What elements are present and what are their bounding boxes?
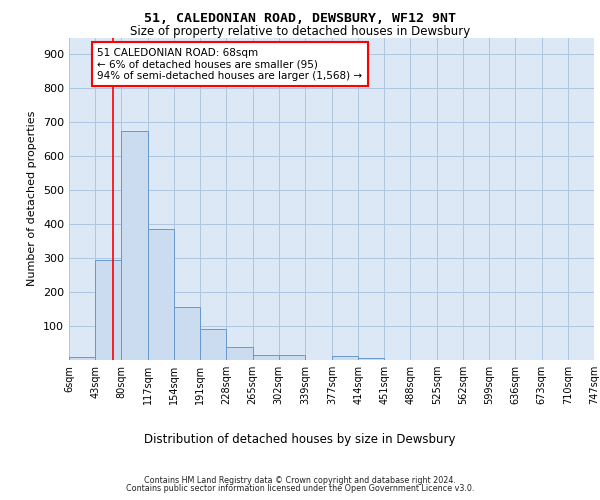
Bar <box>253 355 279 360</box>
Bar <box>358 358 384 360</box>
Text: Contains HM Land Registry data © Crown copyright and database right 2024.: Contains HM Land Registry data © Crown c… <box>144 476 456 485</box>
Text: 51 CALEDONIAN ROAD: 68sqm
← 6% of detached houses are smaller (95)
94% of semi-d: 51 CALEDONIAN ROAD: 68sqm ← 6% of detach… <box>97 48 362 81</box>
Text: Distribution of detached houses by size in Dewsbury: Distribution of detached houses by size … <box>144 433 456 446</box>
Bar <box>174 308 200 360</box>
Bar <box>332 356 358 360</box>
Text: Size of property relative to detached houses in Dewsbury: Size of property relative to detached ho… <box>130 25 470 38</box>
Text: Contains public sector information licensed under the Open Government Licence v3: Contains public sector information licen… <box>126 484 474 493</box>
Bar <box>148 230 174 360</box>
Bar <box>226 347 253 360</box>
Text: 51, CALEDONIAN ROAD, DEWSBURY, WF12 9NT: 51, CALEDONIAN ROAD, DEWSBURY, WF12 9NT <box>144 12 456 26</box>
Bar <box>69 356 95 360</box>
Bar <box>95 260 121 360</box>
Bar <box>200 330 226 360</box>
Bar <box>279 355 305 360</box>
Bar <box>121 131 148 360</box>
Y-axis label: Number of detached properties: Number of detached properties <box>28 111 37 286</box>
